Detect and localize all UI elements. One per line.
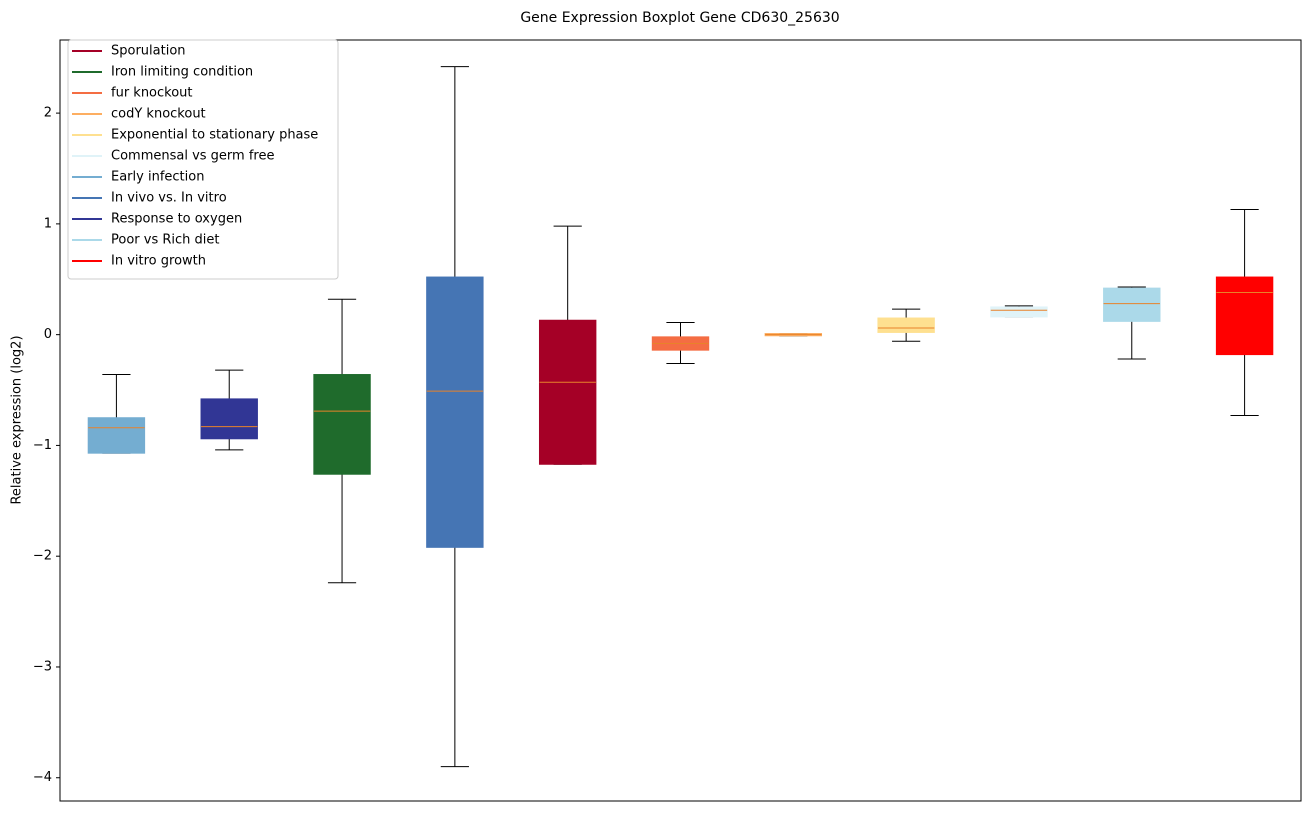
y-tick-label: 1 (44, 216, 52, 231)
legend-label: Early infection (111, 170, 204, 185)
box (538, 319, 597, 465)
y-axis-label: Relative expression (log2) (10, 335, 25, 504)
legend-label: Exponential to stationary phase (111, 128, 318, 143)
legend-label: fur knockout (111, 86, 193, 101)
legend-label: In vitro growth (111, 254, 206, 269)
box (87, 417, 146, 454)
plot-frame (59, 39, 1302, 802)
y-tick-label: 2 (44, 106, 52, 121)
legend-label: In vivo vs. In vitro (111, 191, 227, 206)
y-tick-label: 0 (44, 327, 52, 342)
legend-label: Commensal vs germ free (111, 149, 274, 164)
y-tick-label: −4 (33, 770, 52, 785)
y-tick-label: −2 (33, 549, 52, 564)
chart-title: Gene Expression Boxplot Gene CD630_25630 (520, 10, 839, 26)
legend-label: Iron limiting condition (111, 65, 253, 80)
legend-frame (67, 39, 339, 280)
box (1215, 276, 1274, 356)
legend-label: codY knockout (111, 107, 206, 122)
box (426, 276, 484, 548)
y-tick-label: −3 (33, 659, 52, 674)
box (1103, 287, 1161, 322)
legend-label: Response to oxygen (111, 212, 242, 227)
box (877, 317, 935, 333)
legend-label: Poor vs Rich diet (111, 233, 219, 248)
box (313, 374, 371, 475)
box (200, 398, 258, 440)
y-tick-label: −1 (33, 438, 52, 453)
box (990, 306, 1048, 318)
legend-label: Sporulation (111, 44, 186, 59)
